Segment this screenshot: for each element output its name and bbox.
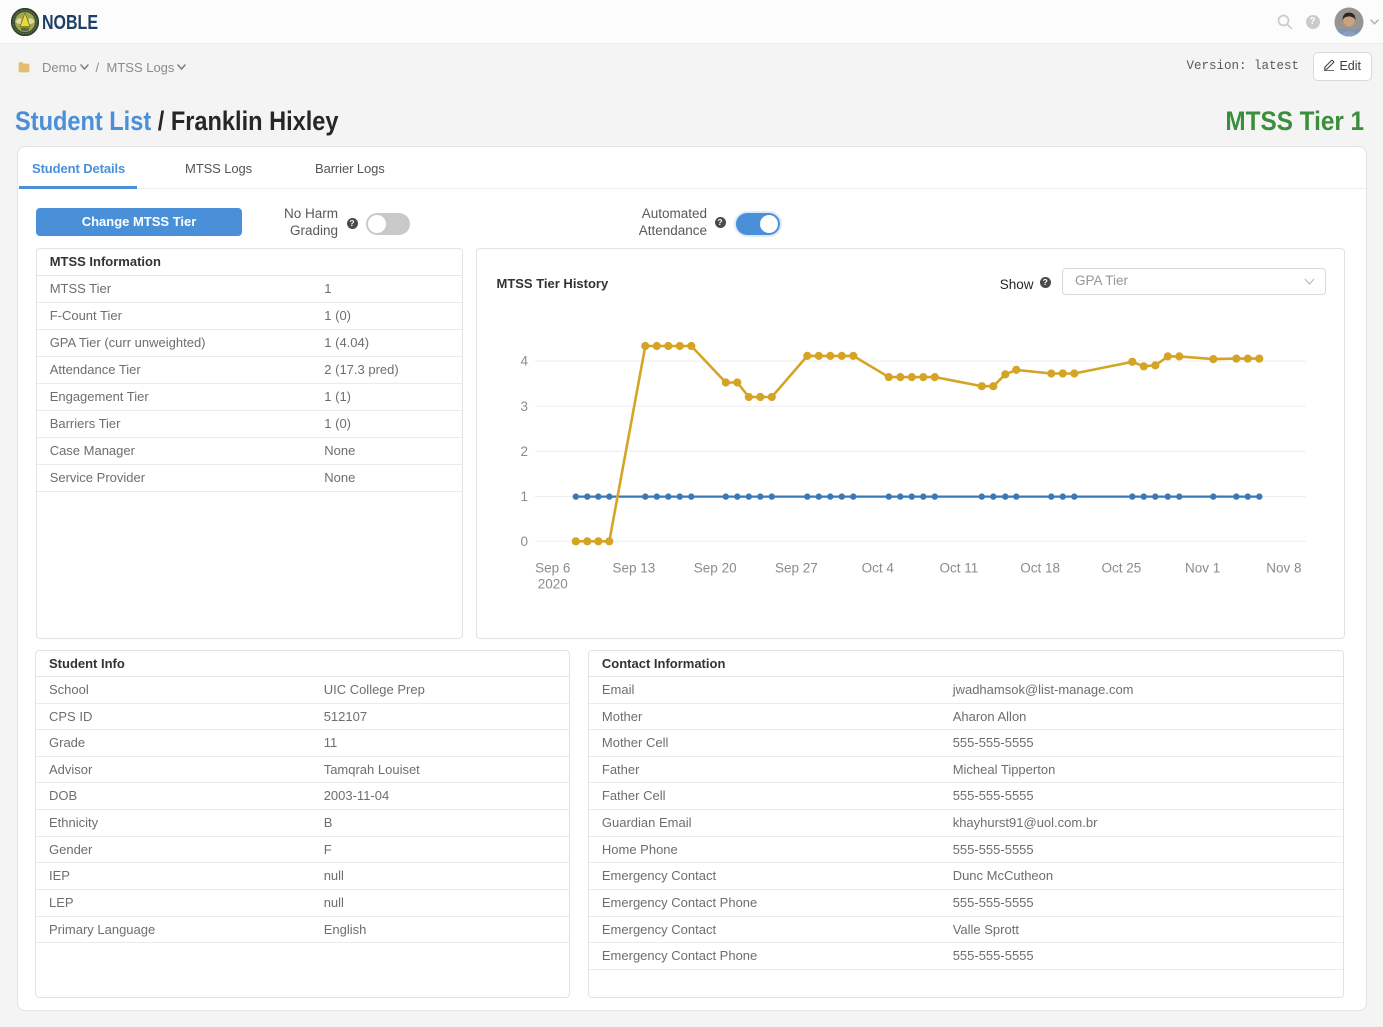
svg-text:2020: 2020: [537, 576, 567, 591]
svg-text:Oct 4: Oct 4: [861, 560, 894, 575]
svg-text:Nov 8: Nov 8: [1266, 560, 1301, 575]
svg-text:Sep 27: Sep 27: [775, 560, 818, 575]
svg-text:0: 0: [520, 534, 528, 549]
svg-text:4: 4: [520, 354, 528, 369]
svg-text:Sep 20: Sep 20: [693, 560, 736, 575]
svg-text:1: 1: [520, 489, 528, 504]
svg-text:Sep 6: Sep 6: [535, 560, 570, 575]
svg-text:Nov 1: Nov 1: [1185, 560, 1220, 575]
svg-text:Sep 13: Sep 13: [612, 560, 655, 575]
svg-text:3: 3: [520, 399, 528, 414]
svg-text:2: 2: [520, 444, 528, 459]
svg-text:Oct 25: Oct 25: [1101, 560, 1141, 575]
svg-text:Oct 11: Oct 11: [939, 560, 978, 575]
svg-text:Oct 18: Oct 18: [1020, 560, 1060, 575]
